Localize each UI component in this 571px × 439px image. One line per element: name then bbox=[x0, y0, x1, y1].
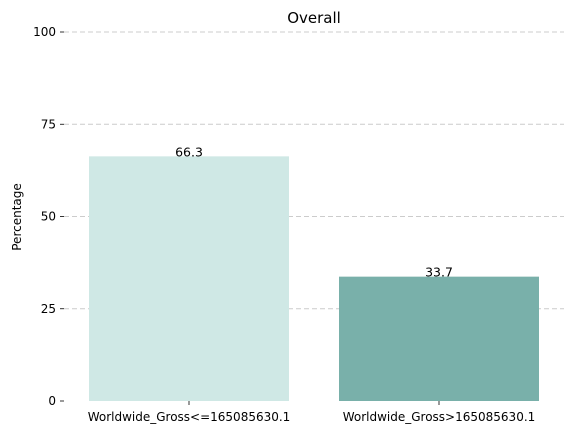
y-tick-label: 100 bbox=[33, 25, 56, 39]
x-axis-ticks: Worldwide_Gross<=165085630.1 Worldwide_Gr… bbox=[88, 401, 536, 424]
y-tick-label: 25 bbox=[41, 302, 56, 316]
y-axis-ticks: 0 25 50 75 100 bbox=[33, 25, 64, 408]
y-tick-label: 75 bbox=[41, 117, 56, 131]
y-axis-label: Percentage bbox=[10, 183, 24, 251]
x-tick-label: Worldwide_Gross>165085630.1 bbox=[343, 410, 536, 424]
bar bbox=[339, 276, 539, 401]
data-labels: 66.3 33.7 bbox=[175, 144, 453, 279]
x-tick-label: Worldwide_Gross<=165085630.1 bbox=[88, 410, 291, 424]
y-tick-label: 50 bbox=[41, 210, 56, 224]
bar bbox=[89, 156, 289, 401]
chart-title: Overall bbox=[287, 9, 341, 27]
bars bbox=[89, 156, 539, 401]
data-label: 33.7 bbox=[425, 265, 453, 280]
data-label: 66.3 bbox=[175, 144, 203, 159]
y-tick-label: 0 bbox=[48, 394, 56, 408]
